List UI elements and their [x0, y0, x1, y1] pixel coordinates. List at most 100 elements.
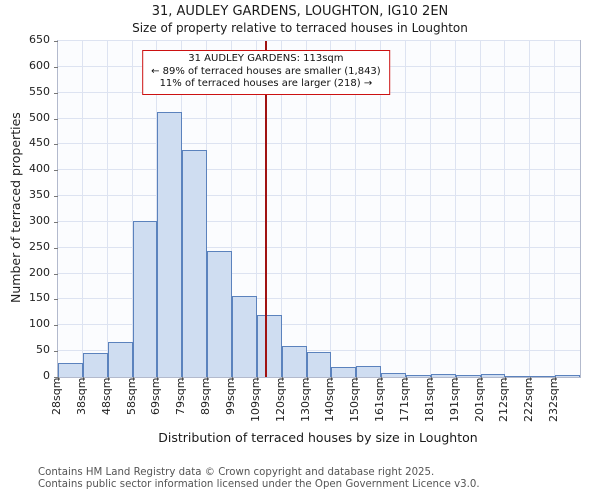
- y-axis-ticks: 0 50 100 150 200 250 300 350 400 450 500 550 600 650: [0, 33, 50, 382]
- v-gridline: [479, 41, 481, 377]
- annotation-box: 31 AUDLEY GARDENS: 113sqm ← 89% of terra…: [142, 50, 390, 95]
- x-tick-label: 140sqm: [323, 378, 337, 423]
- histogram-bar: [455, 375, 481, 377]
- x-tick-label: 181sqm: [422, 378, 436, 423]
- histogram-bar: [530, 376, 556, 377]
- y-tick-label: 250: [29, 239, 50, 253]
- x-tick-mark: [182, 377, 184, 381]
- histogram-bar: [381, 372, 406, 377]
- x-tick-mark: [281, 377, 283, 381]
- histogram-bar: [107, 341, 133, 377]
- histogram-bar: [480, 374, 506, 377]
- v-gridline: [106, 41, 108, 377]
- y-tick-mark: [54, 299, 58, 301]
- h-gridline: [58, 220, 580, 222]
- h-gridline: [58, 195, 580, 197]
- x-tick-mark: [82, 377, 84, 381]
- h-gridline: [58, 298, 580, 300]
- v-gridline: [529, 41, 531, 377]
- y-tick-mark: [54, 273, 58, 275]
- x-tick-mark: [331, 377, 333, 381]
- x-tick-label: 232sqm: [547, 378, 561, 423]
- y-tick-label: 350: [29, 188, 50, 202]
- y-tick-label: 550: [29, 84, 50, 98]
- x-tick-label: 48sqm: [99, 378, 113, 416]
- y-tick-label: 200: [29, 265, 50, 279]
- y-tick-mark: [54, 247, 58, 249]
- x-axis-label: Distribution of terraced houses by size …: [158, 430, 478, 445]
- histogram-bar: [82, 352, 108, 377]
- x-tick-mark: [107, 377, 109, 381]
- v-gridline: [255, 41, 257, 377]
- y-tick-mark: [54, 92, 58, 94]
- histogram-bar: [331, 366, 357, 377]
- y-tick-mark: [54, 377, 58, 378]
- x-tick-label: 28sqm: [50, 378, 63, 416]
- chart-subtitle: Size of property relative to terraced ho…: [132, 21, 468, 35]
- annotation-title: 31 AUDLEY GARDENS: 113sqm: [188, 53, 344, 64]
- v-gridline: [280, 41, 282, 377]
- histogram-bar: [430, 374, 456, 377]
- x-tick-mark: [406, 377, 407, 381]
- marker-line: [264, 41, 267, 377]
- histogram-bar: [232, 295, 257, 377]
- x-tick-label: 109sqm: [248, 378, 262, 423]
- x-tick-label: 191sqm: [447, 378, 461, 423]
- h-gridline: [58, 143, 580, 145]
- y-tick-label: 100: [29, 317, 50, 331]
- y-tick-label: 600: [29, 58, 50, 72]
- footer-line-2: Contains public sector information licen…: [38, 478, 480, 490]
- v-gridline: [230, 41, 232, 377]
- y-tick-label: 400: [29, 162, 50, 176]
- histogram-bar: [207, 251, 232, 377]
- v-gridline: [404, 41, 406, 377]
- x-tick-mark: [480, 377, 482, 381]
- x-tick-label: 212sqm: [497, 378, 511, 423]
- x-tick-mark: [430, 377, 432, 381]
- histogram-bar: [555, 375, 580, 377]
- x-tick-mark: [356, 377, 358, 381]
- y-tick-label: 50: [36, 343, 50, 357]
- histogram-bar: [132, 220, 158, 377]
- footer-line-1: Contains HM Land Registry data © Crown c…: [38, 467, 435, 478]
- x-tick-label: 99sqm: [223, 378, 237, 416]
- h-gridline: [58, 350, 580, 352]
- h-gridline: [58, 169, 580, 171]
- h-gridline: [58, 324, 580, 326]
- h-gridline: [58, 272, 580, 274]
- histogram-bar: [281, 346, 307, 377]
- v-gridline: [81, 41, 83, 377]
- x-tick-label: 120sqm: [273, 378, 287, 423]
- x-tick-mark: [306, 377, 308, 381]
- y-tick-label: 0: [43, 369, 50, 382]
- plot-area: 31 AUDLEY GARDENS: 113sqm ← 89% of terra…: [54, 40, 581, 381]
- histogram-bar: [505, 375, 531, 377]
- x-tick-mark: [207, 377, 209, 381]
- x-tick-mark: [530, 377, 532, 381]
- x-tick-label: 150sqm: [348, 378, 362, 423]
- x-tick-label: 58sqm: [124, 378, 138, 416]
- x-tick-label: 201sqm: [472, 378, 486, 423]
- v-gridline: [454, 41, 456, 377]
- x-tick-mark: [157, 377, 159, 381]
- x-tick-label: 69sqm: [149, 378, 163, 416]
- x-tick-label: 79sqm: [174, 378, 188, 416]
- x-tick-label: 161sqm: [373, 378, 387, 423]
- v-gridline: [554, 41, 556, 377]
- y-tick-mark: [54, 351, 58, 353]
- histogram-bar: [256, 314, 282, 377]
- footer: Contains HM Land Registry data © Crown c…: [38, 467, 480, 490]
- y-tick-mark: [54, 144, 58, 146]
- v-gridline: [429, 41, 431, 377]
- x-tick-mark: [132, 377, 134, 381]
- histogram-bar: [182, 149, 208, 377]
- h-gridline: [58, 246, 580, 248]
- v-gridline: [355, 41, 357, 377]
- x-axis-ticks: 28sqm 38sqm 48sqm 58sqm 69sqm 79sqm 89sqm 99sqm…: [50, 378, 579, 428]
- x-tick-label: 38sqm: [74, 378, 88, 416]
- x-tick-mark: [505, 377, 507, 381]
- y-tick-mark: [54, 325, 58, 327]
- x-tick-mark: [381, 377, 383, 381]
- x-tick-mark: [256, 377, 258, 381]
